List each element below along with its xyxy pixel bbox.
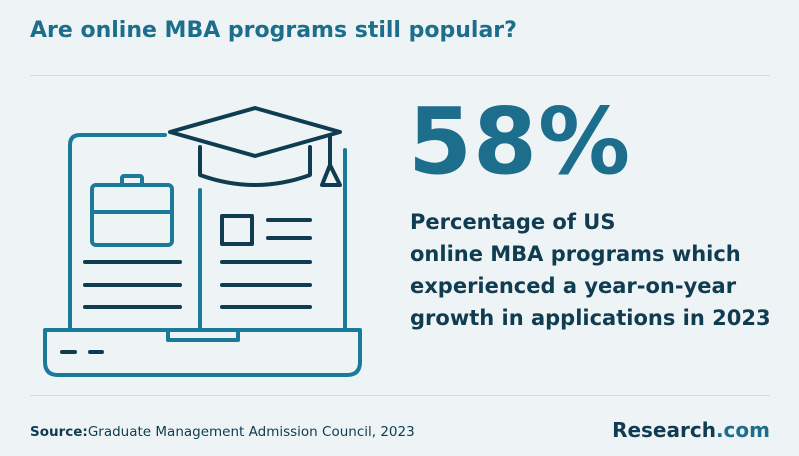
laptop-icon — [43, 106, 362, 377]
source: Source:Graduate Management Admission Cou… — [30, 424, 415, 440]
brand-suffix: .com — [715, 418, 770, 442]
divider — [30, 395, 770, 396]
divider — [30, 75, 770, 76]
source-text: Graduate Management Admission Council, 2… — [87, 424, 415, 440]
brand-logo: Research.com — [612, 418, 770, 442]
description-line: experienced a year-on-year — [410, 274, 737, 298]
source-label: Source: — [30, 424, 88, 440]
description-line: Percentage of US — [410, 210, 616, 234]
title: Are online MBA programs still popular? — [30, 18, 517, 43]
brand-name: Research — [612, 418, 716, 442]
stat-description: Percentage of US online MBA programs whic… — [410, 206, 771, 334]
description-line: growth in applications in 2023 — [410, 306, 771, 330]
description-line: online MBA programs which — [410, 242, 741, 266]
stat-value: 58% — [408, 88, 632, 195]
